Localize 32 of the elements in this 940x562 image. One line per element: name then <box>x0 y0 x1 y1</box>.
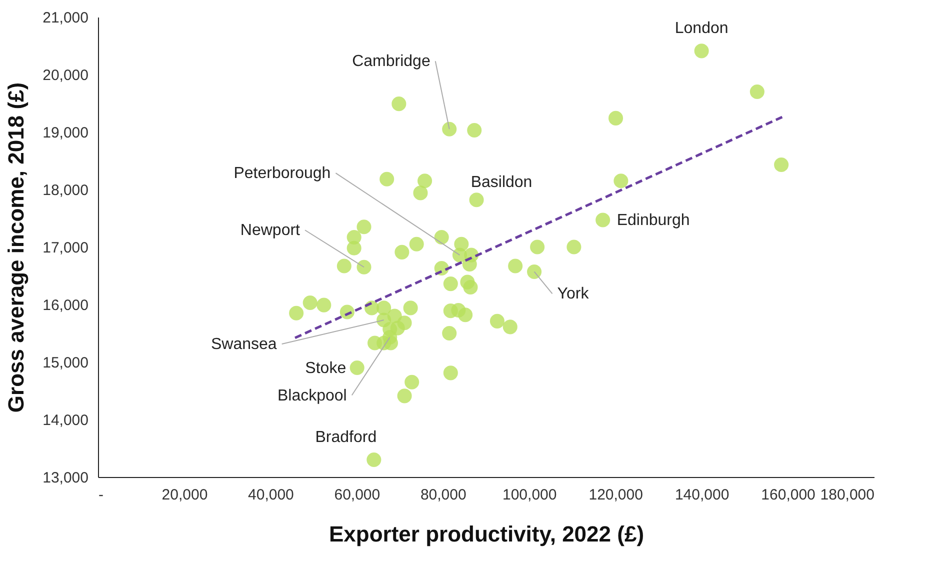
y-tick-label: 20,000 <box>42 67 88 84</box>
x-tick-label: 140,000 <box>674 486 730 504</box>
x-tick-label: - <box>98 486 104 504</box>
y-tick-label: 21,000 <box>42 10 88 26</box>
annotation: York <box>557 286 590 303</box>
annotation: Blackpool <box>277 387 347 404</box>
annotation: Stoke <box>305 360 346 377</box>
x-tick-label: 60,000 <box>334 486 380 504</box>
x-tick-label: 100,000 <box>502 486 557 504</box>
y-tick-label: 15,000 <box>42 354 88 372</box>
y-tick-label: 18,000 <box>42 182 88 199</box>
y-axis-title: Gross average income, 2018 (£) <box>4 82 29 413</box>
y-tick-label: 17,000 <box>42 240 88 256</box>
x-axis-title: Exporter productivity, 2022 (£) <box>328 522 644 546</box>
x-tick-label: 20,000 <box>162 486 208 504</box>
annotation: Edinburgh <box>616 212 690 229</box>
y-tick-label: 16,000 <box>42 297 88 314</box>
x-tick-label: 180,000 <box>820 486 874 504</box>
x-tick-label: 80,000 <box>420 486 466 504</box>
x-tick-label: 160,000 <box>761 486 816 504</box>
y-tick-label: 13,000 <box>42 470 88 486</box>
annotation: Cambridge <box>352 53 430 70</box>
annotation: Newport <box>240 222 301 240</box>
annotation: Basildon <box>470 174 532 191</box>
x-tick-label: 40,000 <box>248 486 294 504</box>
annotation: London <box>674 20 728 37</box>
annotation: Swansea <box>211 336 277 354</box>
annotation: Bradford <box>315 428 377 446</box>
y-tick-label: 14,000 <box>42 412 88 429</box>
y-tick-label: 19,000 <box>42 124 88 142</box>
x-tick-label: 120,000 <box>588 486 643 504</box>
annotation: Peterborough <box>234 165 331 182</box>
